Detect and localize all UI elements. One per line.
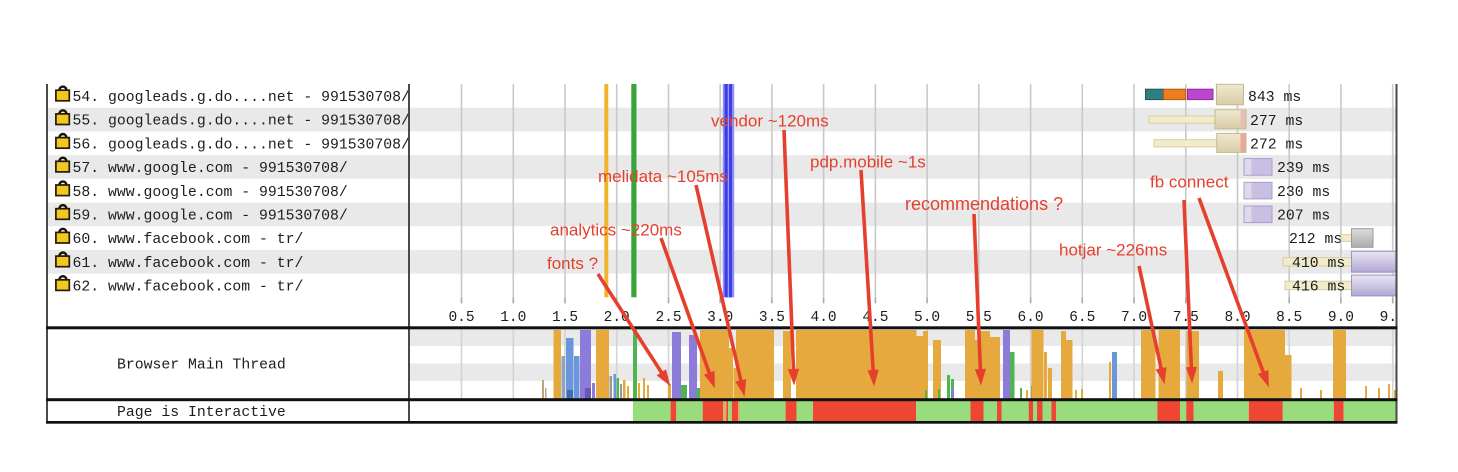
svg-text:9.5: 9.5: [1380, 310, 1406, 326]
svg-text:fonts ?: fonts ?: [547, 254, 598, 273]
svg-text:analytics ~220ms: analytics ~220ms: [550, 221, 682, 240]
svg-text:277 ms: 277 ms: [1250, 114, 1303, 130]
svg-text:6.0: 6.0: [1018, 310, 1044, 326]
svg-text:1.0: 1.0: [500, 310, 526, 326]
svg-text:melidata ~105ms: melidata ~105ms: [598, 167, 728, 186]
svg-text:2.5: 2.5: [655, 310, 681, 326]
svg-text:410 ms: 410 ms: [1292, 256, 1345, 272]
svg-text:1.5: 1.5: [552, 310, 578, 326]
svg-text:58. www.google.com - 991530708: 58. www.google.com - 991530708/: [73, 185, 348, 201]
svg-text:239 ms: 239 ms: [1277, 161, 1330, 177]
svg-text:pdp.mobile ~1s: pdp.mobile ~1s: [810, 153, 926, 172]
svg-text:5.0: 5.0: [914, 310, 940, 326]
svg-text:843 ms: 843 ms: [1248, 90, 1301, 106]
svg-text:59. www.google.com - 991530708: 59. www.google.com - 991530708/: [73, 209, 348, 225]
svg-text:57. www.google.com - 991530708: 57. www.google.com - 991530708/: [73, 161, 348, 177]
svg-text:54. googleads.g.do....net - 99: 54. googleads.g.do....net - 991530708/: [73, 90, 411, 106]
svg-text:56. googleads.g.do....net - 99: 56. googleads.g.do....net - 991530708/: [73, 137, 411, 153]
svg-text:8.5: 8.5: [1276, 310, 1302, 326]
svg-text:6.5: 6.5: [1069, 310, 1095, 326]
svg-text:4.5: 4.5: [862, 310, 888, 326]
svg-text:7.5: 7.5: [1173, 310, 1199, 326]
svg-text:230 ms: 230 ms: [1277, 185, 1330, 201]
svg-text:3.5: 3.5: [759, 310, 785, 326]
svg-text:vendor ~120ms: vendor ~120ms: [711, 112, 829, 131]
svg-text:61. www.facebook.com - tr/: 61. www.facebook.com - tr/: [73, 256, 304, 272]
svg-text:hotjar ~226ms: hotjar ~226ms: [1059, 241, 1167, 260]
svg-text:recommendations ?: recommendations ?: [905, 194, 1063, 214]
svg-text:9.0: 9.0: [1328, 310, 1354, 326]
svg-text:fb connect: fb connect: [1150, 173, 1229, 192]
svg-text:0.5: 0.5: [448, 310, 474, 326]
svg-text:416 ms: 416 ms: [1292, 280, 1345, 296]
svg-text:62. www.facebook.com - tr/: 62. www.facebook.com - tr/: [73, 280, 304, 296]
svg-text:7.0: 7.0: [1121, 310, 1147, 326]
svg-text:Browser Main Thread: Browser Main Thread: [117, 358, 286, 374]
svg-text:60. www.facebook.com - tr/: 60. www.facebook.com - tr/: [73, 232, 304, 248]
svg-text:Page is Interactive: Page is Interactive: [117, 405, 286, 421]
svg-text:272 ms: 272 ms: [1250, 137, 1303, 153]
svg-text:207 ms: 207 ms: [1277, 209, 1330, 225]
svg-text:55. googleads.g.do....net - 99: 55. googleads.g.do....net - 991530708/: [73, 114, 411, 130]
svg-text:4.0: 4.0: [811, 310, 837, 326]
svg-text:212 ms: 212 ms: [1289, 232, 1342, 248]
